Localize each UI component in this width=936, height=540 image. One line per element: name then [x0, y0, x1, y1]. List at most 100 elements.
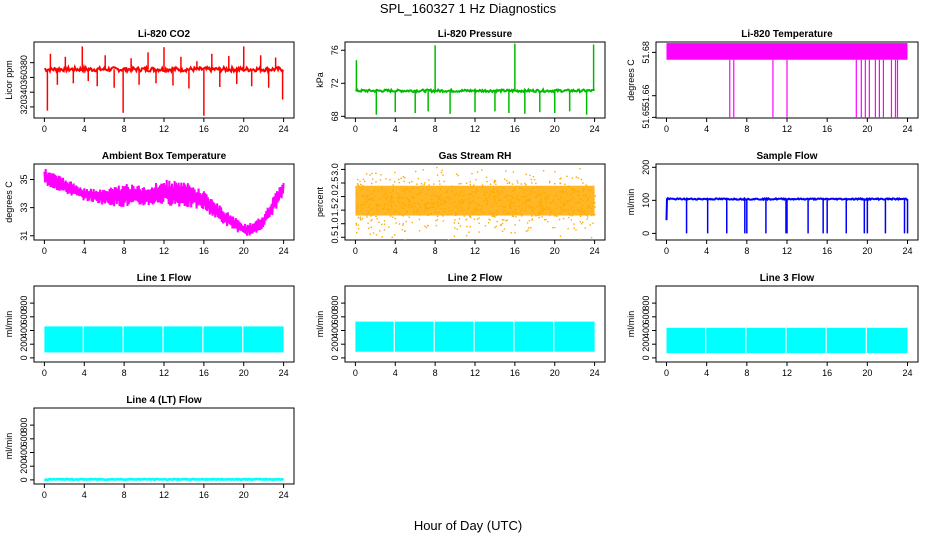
- x-tick-label: 4: [704, 246, 709, 256]
- rh-point: [566, 202, 569, 205]
- rh-point: [359, 180, 361, 183]
- rh-point: [489, 219, 491, 221]
- flow-band: [44, 326, 284, 353]
- rh-point: [440, 203, 442, 205]
- rh-point: [402, 197, 405, 199]
- rh-point: [565, 209, 567, 211]
- y-tick-label: 600: [641, 309, 651, 324]
- rh-point: [441, 204, 443, 206]
- rh-point: [478, 217, 480, 219]
- rh-point: [481, 205, 484, 207]
- rh-point: [591, 207, 593, 210]
- rh-point: [415, 193, 418, 196]
- rh-point: [558, 218, 561, 221]
- rh-point: [453, 222, 456, 224]
- rh-point: [541, 216, 543, 218]
- rh-point: [550, 211, 552, 213]
- rh-point: [564, 199, 566, 202]
- series-group: [666, 327, 908, 354]
- rh-point: [590, 236, 593, 239]
- rh-point: [532, 176, 535, 178]
- rh-point: [498, 197, 500, 199]
- rh-point: [388, 210, 390, 213]
- rh-point: [422, 188, 424, 190]
- rh-point: [529, 198, 531, 201]
- rh-point: [474, 207, 476, 209]
- rh-point: [573, 209, 575, 212]
- rh-point: [516, 180, 518, 182]
- rh-point: [486, 203, 488, 205]
- rh-point: [528, 227, 530, 229]
- rh-point: [577, 201, 579, 203]
- rh-point: [416, 208, 419, 210]
- rh-point: [359, 216, 362, 218]
- x-tick-label: 16: [822, 246, 832, 256]
- rh-point: [540, 212, 542, 215]
- rh-point: [391, 195, 393, 197]
- rh-point: [573, 223, 575, 225]
- rh-point: [390, 205, 392, 208]
- x-tick-label: 16: [199, 246, 209, 256]
- rh-point: [572, 197, 575, 199]
- rh-point: [409, 190, 411, 193]
- rh-point: [495, 214, 497, 217]
- x-tick-label: 20: [862, 124, 872, 134]
- rh-point: [506, 219, 509, 221]
- x-tick-label: 0: [42, 246, 47, 256]
- rh-point: [391, 207, 393, 209]
- rh-point: [363, 180, 366, 183]
- rh-point: [435, 220, 437, 222]
- rh-point: [472, 195, 474, 197]
- rh-point: [369, 203, 371, 206]
- rh-point: [469, 181, 471, 183]
- rh-point: [371, 218, 373, 221]
- rh-point: [459, 225, 462, 227]
- rh-point: [494, 199, 496, 201]
- rh-point: [565, 191, 568, 193]
- rh-point: [385, 178, 387, 180]
- rh-point: [525, 173, 527, 176]
- y-tick-label: 33: [19, 203, 29, 213]
- rh-point: [537, 211, 540, 214]
- rh-point: [461, 201, 464, 203]
- rh-point: [404, 239, 406, 240]
- y-tick-label: 360: [19, 70, 29, 85]
- rh-point: [441, 208, 443, 210]
- y-tick-label: 72: [330, 78, 340, 88]
- rh-point: [392, 216, 394, 218]
- rh-point: [501, 192, 504, 194]
- rh-point: [489, 190, 491, 192]
- series-group: [44, 46, 284, 116]
- plot-frame: [33, 407, 295, 485]
- rh-point: [531, 190, 533, 193]
- rh-point: [442, 215, 444, 217]
- rh-point: [462, 195, 464, 197]
- rh-point: [385, 192, 387, 194]
- rh-point: [514, 188, 516, 190]
- rh-point: [475, 179, 477, 181]
- rh-point: [475, 202, 477, 204]
- rh-point: [404, 193, 406, 195]
- y-tick-label: 200: [330, 337, 340, 352]
- rh-point: [556, 195, 558, 197]
- rh-point: [443, 200, 446, 203]
- rh-point: [401, 207, 404, 209]
- rh-point: [544, 191, 546, 194]
- rh-point: [559, 182, 561, 184]
- rh-point: [523, 189, 525, 192]
- rh-point: [458, 200, 461, 202]
- rh-point: [457, 210, 460, 212]
- rh-point: [581, 204, 584, 206]
- rh-point: [567, 228, 569, 230]
- rh-point: [589, 195, 591, 197]
- rh-point: [419, 214, 421, 216]
- rh-point: [515, 216, 517, 218]
- rh-point: [502, 211, 504, 214]
- rh-point: [417, 177, 419, 180]
- rh-point: [491, 215, 493, 217]
- rh-point: [437, 212, 439, 214]
- x-tick-label: 16: [510, 368, 520, 378]
- x-tick-label: 12: [159, 368, 169, 378]
- rh-point: [587, 216, 589, 218]
- rh-point: [418, 218, 420, 221]
